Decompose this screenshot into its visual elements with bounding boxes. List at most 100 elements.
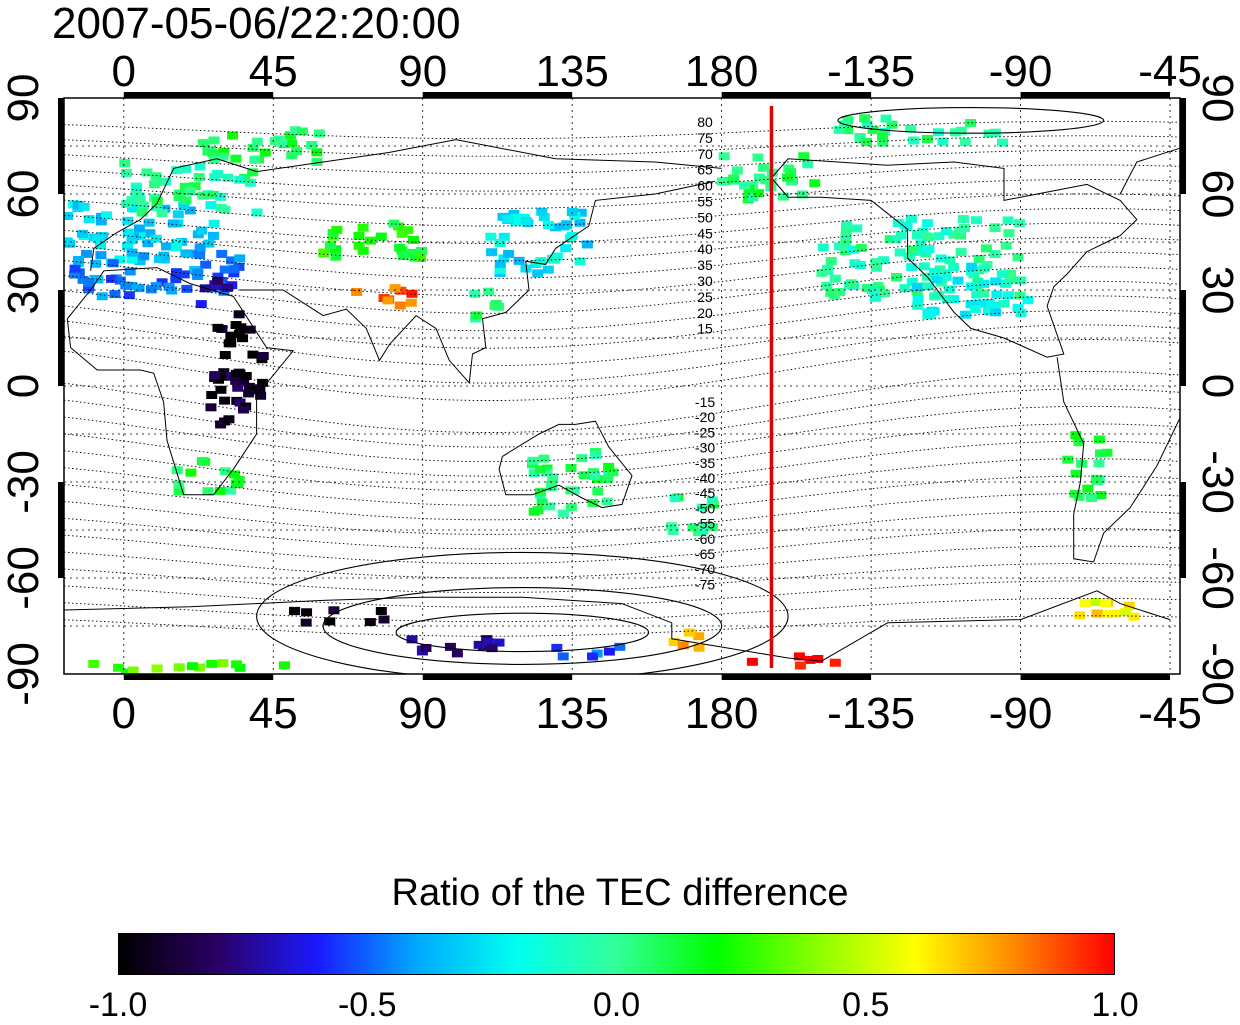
tec-cell — [69, 264, 81, 273]
tec-cell — [793, 652, 805, 661]
tec-cell — [206, 659, 218, 668]
tec-cell — [1002, 216, 1014, 225]
tec-cell — [1070, 431, 1082, 440]
polar-contour — [395, 612, 650, 653]
tec-cell — [877, 256, 889, 265]
tec-cell — [912, 301, 924, 310]
tec-cell — [194, 243, 206, 252]
tec-cell — [706, 496, 718, 505]
tec-cell — [996, 138, 1008, 147]
tec-cell — [365, 236, 377, 245]
tec-cell — [173, 487, 185, 496]
tec-cell — [83, 282, 95, 291]
tec-cell — [546, 483, 558, 492]
tec-cell — [1073, 438, 1085, 447]
tec-cell — [821, 281, 833, 290]
tec-cell — [126, 255, 138, 264]
contour-label-south: -50 — [695, 500, 715, 516]
tec-cell — [952, 276, 964, 285]
tec-cell — [230, 369, 242, 378]
tec-cell — [197, 139, 209, 148]
tec-cell — [171, 238, 183, 247]
tec-cell — [965, 300, 977, 309]
tec-cell — [133, 284, 145, 293]
tec-cell — [1085, 493, 1097, 502]
tec-patch — [406, 635, 505, 658]
x-tick-label-top: -135 — [827, 47, 915, 96]
tec-map: 8075706560555045403530252015-15-20-25-30… — [0, 47, 1240, 738]
y-tick-label-right: -30 — [1193, 450, 1240, 514]
tec-cell — [231, 660, 243, 669]
tec-cell — [978, 279, 990, 288]
tec-cell — [136, 208, 148, 217]
coastline — [240, 180, 716, 384]
tec-cell — [538, 213, 550, 222]
contour-label-south: -25 — [695, 424, 715, 440]
tec-cell — [278, 661, 290, 670]
tec-patch — [833, 114, 1008, 147]
tec-cell — [151, 196, 163, 205]
tec-cell — [313, 129, 325, 138]
tec-cell — [226, 256, 238, 265]
tec-cell — [167, 219, 179, 228]
tec-cell — [948, 295, 960, 304]
y-tick-label-left: 90 — [0, 74, 48, 123]
tec-cell — [96, 292, 108, 301]
tec-cell — [134, 196, 146, 205]
contour-label-south: -40 — [695, 470, 715, 486]
mlat-contour — [64, 528, 1180, 564]
tec-cell — [195, 300, 207, 309]
tec-cell — [124, 267, 136, 276]
colorbar-tick-label: -0.5 — [337, 986, 397, 1024]
tec-cell — [212, 323, 224, 332]
tec-cell — [907, 246, 919, 255]
tec-cell — [928, 267, 940, 276]
mlat-contour — [64, 510, 1180, 550]
tec-cell — [170, 275, 182, 284]
tec-cell — [228, 269, 240, 278]
tec-cell — [156, 209, 168, 218]
tec-cell — [197, 191, 209, 200]
tec-cell — [566, 231, 578, 240]
tec-cell — [565, 503, 577, 512]
tec-cell — [590, 451, 602, 460]
x-tick-label-top: -45 — [1138, 47, 1202, 96]
tec-cell — [906, 277, 918, 286]
contour-label-south: -65 — [695, 546, 715, 562]
tec-cell — [869, 293, 881, 302]
tec-cell — [528, 469, 540, 478]
tec-cell — [1004, 269, 1016, 278]
tec-cell — [834, 242, 846, 251]
tec-cell — [324, 617, 336, 626]
x-tick-label-bottom: 180 — [685, 689, 758, 738]
tec-cell — [980, 244, 992, 253]
tec-cell — [255, 391, 267, 400]
x-tick-label-top: 135 — [535, 47, 608, 96]
tick-label-layer: 0045459090135135180180-135-135-90-90-45-… — [0, 47, 1240, 738]
x-tick-label-top: 90 — [398, 47, 447, 96]
tec-cell — [243, 389, 255, 398]
y-tick-label-left: 0 — [0, 374, 48, 398]
tec-cell — [196, 226, 208, 235]
tec-cell — [879, 127, 891, 136]
tec-cell — [388, 219, 400, 228]
tec-cell — [194, 250, 206, 259]
tec-cell — [173, 480, 185, 489]
tec-cell — [289, 606, 301, 615]
tec-cell — [486, 644, 498, 653]
tec-cell — [510, 218, 522, 227]
tec-cell — [536, 207, 548, 216]
tec-cell — [829, 274, 841, 283]
tec-cell — [925, 309, 937, 318]
contour-label-north: 15 — [697, 321, 713, 337]
y-tick-label-right: -90 — [1193, 642, 1240, 706]
tec-cell — [353, 241, 365, 250]
tec-cell — [161, 242, 173, 251]
tec-cell — [905, 214, 917, 223]
mlat-contour — [64, 222, 1180, 262]
tec-cell — [92, 235, 104, 244]
tec-cell — [212, 272, 224, 281]
tec-cell — [502, 215, 514, 224]
tec-cell — [834, 288, 846, 297]
